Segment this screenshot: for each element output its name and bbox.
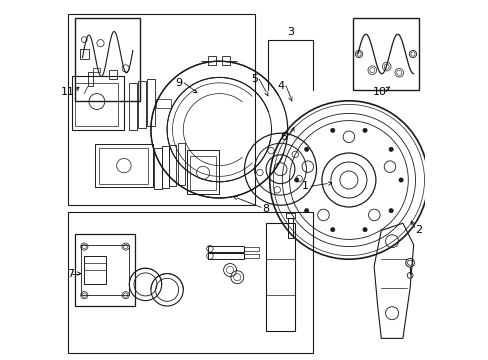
- Text: 2: 2: [415, 225, 422, 235]
- Bar: [80, 49, 88, 59]
- Bar: [287, 218, 293, 238]
- Text: 5: 5: [251, 74, 258, 84]
- Circle shape: [304, 208, 308, 213]
- Bar: [208, 246, 244, 252]
- Bar: [84, 256, 106, 284]
- Text: 4: 4: [277, 81, 284, 91]
- Circle shape: [330, 228, 334, 232]
- Text: 6: 6: [280, 132, 287, 142]
- Bar: [93, 68, 100, 72]
- Text: 10: 10: [372, 87, 386, 97]
- Bar: [156, 99, 170, 108]
- Bar: [208, 56, 216, 65]
- Bar: [129, 83, 137, 130]
- Bar: [265, 223, 294, 331]
- Bar: [186, 150, 219, 194]
- Circle shape: [304, 147, 308, 152]
- Text: 3: 3: [286, 27, 293, 37]
- Bar: [208, 253, 244, 259]
- Bar: [138, 81, 146, 128]
- Bar: [75, 18, 140, 101]
- Bar: [81, 245, 129, 295]
- Text: 8: 8: [261, 204, 268, 214]
- Circle shape: [294, 178, 298, 182]
- Bar: [352, 18, 418, 90]
- Circle shape: [398, 178, 403, 182]
- Bar: [75, 83, 118, 126]
- Bar: [75, 234, 134, 306]
- Circle shape: [388, 147, 392, 152]
- Bar: [285, 213, 295, 218]
- Bar: [190, 156, 215, 190]
- Bar: [168, 145, 176, 186]
- Circle shape: [362, 228, 366, 232]
- Bar: [244, 254, 258, 258]
- Bar: [88, 72, 93, 86]
- Circle shape: [388, 208, 392, 213]
- Bar: [244, 247, 258, 251]
- Circle shape: [362, 128, 366, 132]
- Bar: [162, 146, 168, 188]
- Bar: [178, 143, 185, 185]
- Text: 9: 9: [175, 78, 182, 88]
- Bar: [154, 148, 162, 189]
- Text: 1: 1: [302, 181, 309, 191]
- Text: 11: 11: [61, 87, 75, 97]
- Bar: [147, 79, 155, 126]
- Bar: [222, 56, 230, 65]
- Bar: [109, 70, 117, 79]
- Circle shape: [330, 128, 334, 132]
- Bar: [99, 148, 148, 184]
- Text: 7: 7: [67, 269, 74, 279]
